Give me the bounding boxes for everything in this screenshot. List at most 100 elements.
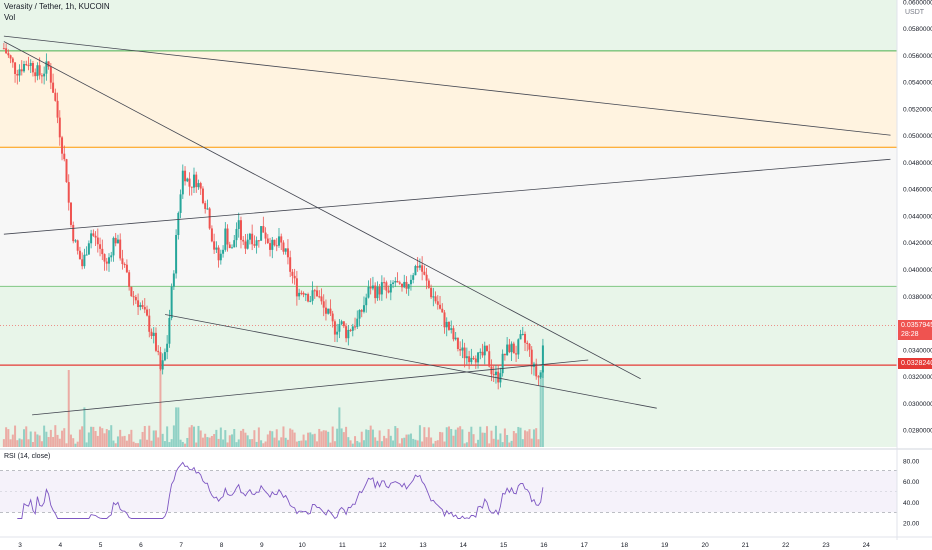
candle-body-202 [454, 337, 457, 340]
candle-body-131 [295, 278, 298, 297]
volume-bar-37 [85, 442, 88, 447]
candle-body-101 [228, 244, 231, 249]
candle-body-96 [217, 247, 220, 261]
volume-bar-179 [403, 437, 406, 447]
volume-bar-42 [96, 435, 99, 447]
volume-bar-206 [463, 443, 466, 447]
volume-bar-32 [74, 443, 77, 447]
price-tick-16: 0.02800000 [903, 428, 932, 435]
volume-bar-172 [387, 429, 390, 447]
trendline-1 [3, 41, 641, 380]
candle-body-14 [34, 72, 37, 77]
volume-bar-194 [436, 440, 439, 447]
date-tick-20: 23 [822, 542, 830, 549]
volume-bar-170 [383, 435, 386, 447]
volume-bar-212 [477, 439, 480, 447]
volume-bar-208 [468, 431, 471, 447]
volume-bar-224 [503, 428, 506, 447]
volume-bar-229 [515, 433, 518, 447]
candle-body-36 [83, 254, 86, 267]
volume-bar-133 [300, 440, 303, 447]
volume-bar-95 [215, 429, 218, 447]
candle-body-82 [186, 178, 189, 182]
candle-body-11 [27, 65, 30, 67]
date-tick-2: 5 [99, 542, 103, 549]
candle-body-79 [179, 194, 182, 213]
volume-bar-165 [371, 429, 374, 447]
candle-body-173 [389, 284, 392, 293]
candle-body-114 [257, 240, 260, 242]
candle-body-163 [367, 286, 370, 298]
rsi-tick-0: 80.00 [903, 458, 920, 465]
volume-bar-128 [289, 428, 292, 447]
volume-bar-65 [148, 425, 151, 447]
volume-bar-64 [146, 439, 149, 447]
candle-body-162 [365, 297, 368, 306]
volume-bar-157 [354, 436, 357, 447]
volume-bar-166 [374, 437, 377, 447]
volume-bar-196 [441, 432, 444, 447]
volume-bar-82 [186, 437, 189, 447]
candle-body-53 [121, 258, 124, 265]
volume-bar-137 [309, 432, 312, 447]
volume-bar-181 [407, 434, 410, 447]
volume-bar-241 [541, 370, 544, 447]
candle-body-43 [99, 244, 102, 249]
candle-body-121 [273, 239, 276, 246]
volume-bar-70 [159, 370, 162, 447]
candle-body-52 [119, 239, 122, 259]
volume-bar-2 [7, 429, 10, 447]
candle-body-190 [427, 280, 430, 288]
volume-bar-119 [269, 430, 272, 447]
candle-body-138 [311, 290, 314, 301]
candle-body-210 [472, 357, 475, 359]
candle-body-109 [246, 239, 249, 249]
volume-bar-160 [360, 431, 363, 447]
candle-body-189 [425, 274, 428, 281]
candle-body-64 [146, 309, 149, 316]
price-tick-13: 0.03400000 [903, 347, 932, 354]
candle-body-50 [114, 237, 117, 244]
candle-body-116 [262, 226, 265, 233]
volume-bar-53 [121, 436, 124, 447]
price-tick-14: 0.03200000 [903, 374, 932, 381]
trendline-0 [3, 35, 891, 136]
candle-body-218 [490, 366, 493, 375]
candle-body-7 [18, 69, 21, 76]
volume-bar-27 [63, 428, 66, 447]
volume-bar-46 [105, 429, 108, 447]
volume-bar-78 [177, 407, 180, 447]
volume-bar-228 [512, 431, 515, 447]
volume-bar-25 [58, 438, 61, 447]
candle-body-220 [494, 371, 497, 375]
volume-bar-50 [114, 443, 117, 447]
candle-body-110 [248, 233, 251, 240]
candle-body-39 [90, 233, 93, 244]
rsi-tick-3: 20.00 [903, 521, 920, 528]
volume-bar-153 [345, 426, 348, 447]
zone-band-2 [0, 147, 897, 287]
candle-body-169 [380, 282, 383, 295]
volume-bar-18 [43, 425, 46, 447]
price-tick-1: 0.05800000 [903, 26, 932, 33]
candle-body-120 [271, 239, 274, 250]
date-tick-4: 7 [179, 542, 183, 549]
volume-bar-161 [362, 440, 365, 447]
volume-bar-90 [204, 433, 207, 447]
candle-body-143 [322, 301, 325, 308]
candle-body-183 [412, 275, 415, 280]
volume-bar-126 [284, 437, 287, 447]
candle-body-34 [78, 250, 81, 260]
candle-body-23 [54, 92, 57, 101]
candle-body-175 [394, 280, 397, 283]
volume-bar-22 [52, 436, 55, 447]
price-tick-15: 0.03000000 [903, 401, 932, 408]
volume-bar-87 [197, 425, 200, 447]
candle-body-35 [81, 259, 84, 267]
date-tick-19: 22 [782, 542, 790, 549]
candle-body-226 [508, 344, 511, 353]
candle-body-222 [499, 373, 502, 383]
candle-body-78 [177, 212, 180, 235]
volume-bar-121 [273, 437, 276, 447]
